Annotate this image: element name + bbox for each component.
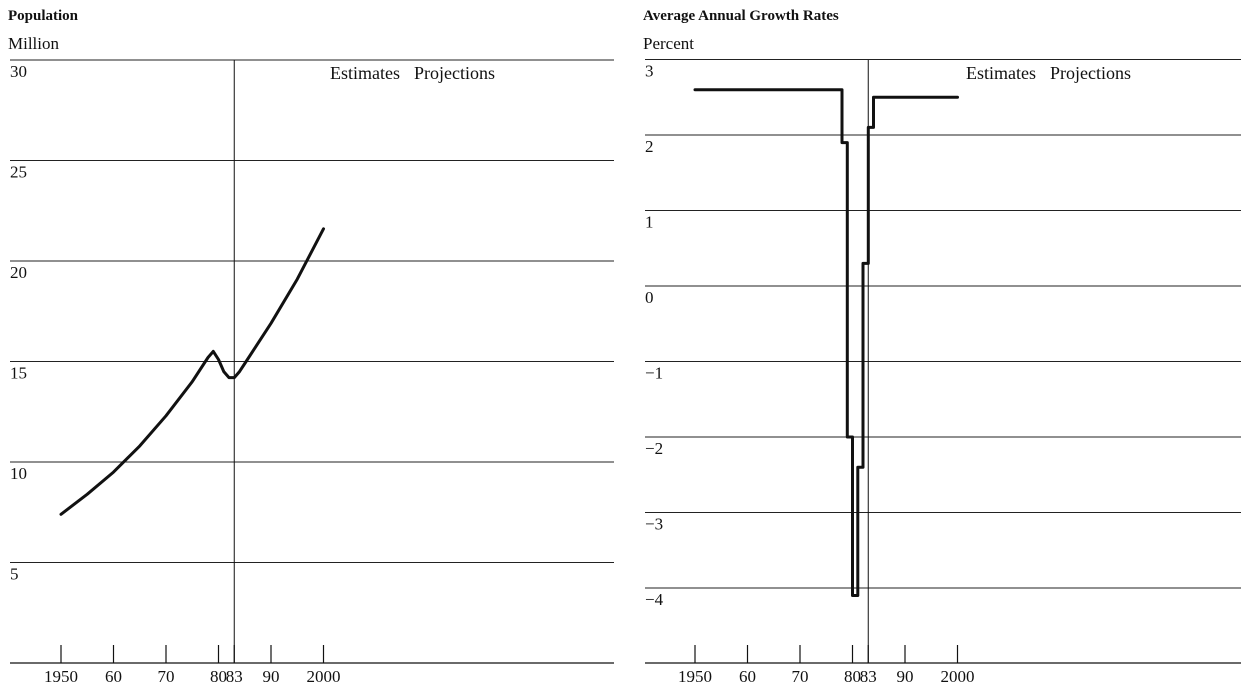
x-tick-label: 1950 bbox=[678, 667, 712, 686]
growth-rate-step-line bbox=[693, 88, 959, 597]
y-tick-label: 5 bbox=[10, 565, 19, 584]
chart-title: Average Annual Growth Rates bbox=[643, 8, 839, 24]
x-tick-label: 80 bbox=[844, 667, 861, 686]
x-tick-label: 83 bbox=[226, 667, 243, 686]
x-tick-label: 90 bbox=[897, 667, 914, 686]
population-line bbox=[59, 227, 325, 516]
y-tick-label: 15 bbox=[10, 364, 27, 383]
estimates-label: Estimates bbox=[330, 63, 400, 83]
y-axis-label: Percent bbox=[643, 34, 694, 53]
y-tick-label: 0 bbox=[645, 288, 654, 307]
y-tick-label: −3 bbox=[645, 515, 663, 534]
y-tick-label: 1 bbox=[645, 213, 654, 232]
x-tick-label: 83 bbox=[860, 667, 877, 686]
y-tick-label: −4 bbox=[645, 590, 664, 609]
x-tick-label: 2000 bbox=[941, 667, 975, 686]
x-tick-label: 70 bbox=[158, 667, 175, 686]
y-tick-label: 30 bbox=[10, 62, 27, 81]
y-tick-label: 2 bbox=[645, 137, 654, 156]
x-tick-label: 2000 bbox=[307, 667, 341, 686]
y-tick-label: −2 bbox=[645, 439, 663, 458]
y-tick-label: 20 bbox=[10, 263, 27, 282]
projections-label: Projections bbox=[414, 63, 495, 83]
x-tick-label: 60 bbox=[105, 667, 122, 686]
population-chart: Population Million 5 10 15 20 25 30 1950 60 70 8083… bbox=[8, 8, 614, 686]
y-tick-label: −1 bbox=[645, 364, 663, 383]
x-tick-label: 60 bbox=[739, 667, 756, 686]
growth-rate-chart: Average Annual Growth Rates Percent −4 −3 −2… bbox=[643, 8, 1241, 686]
chart-title: Population bbox=[8, 8, 79, 24]
y-axis-label: Million bbox=[8, 34, 60, 53]
y-tick-label: 3 bbox=[645, 62, 654, 81]
projections-label: Projections bbox=[1050, 63, 1131, 83]
x-tick-label: 80 bbox=[210, 667, 227, 686]
x-tick-label: 1950 bbox=[44, 667, 78, 686]
y-tick-label: 10 bbox=[10, 464, 27, 483]
x-tick-label: 70 bbox=[792, 667, 809, 686]
estimates-label: Estimates bbox=[966, 63, 1036, 83]
x-tick-label: 90 bbox=[263, 667, 280, 686]
y-tick-label: 25 bbox=[10, 163, 27, 182]
